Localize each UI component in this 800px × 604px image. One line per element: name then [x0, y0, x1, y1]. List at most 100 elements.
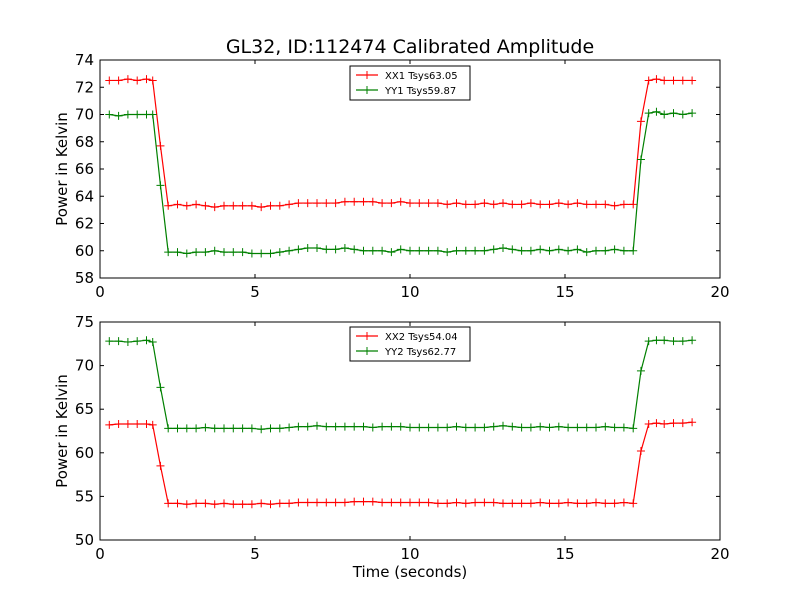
data-point [387, 422, 396, 431]
data-point [156, 181, 165, 190]
data-point [452, 498, 461, 507]
data-point [257, 425, 266, 434]
x-tick-label: 20 [710, 545, 729, 563]
data-point [629, 424, 638, 433]
data-point [182, 201, 191, 210]
data-point [266, 201, 275, 210]
data-point [396, 422, 405, 431]
data-point [164, 201, 173, 210]
data-point [508, 200, 517, 209]
data-point [564, 423, 573, 432]
data-point [378, 246, 387, 255]
data-point [201, 201, 210, 210]
data-point [229, 424, 238, 433]
data-point [678, 76, 687, 85]
data-point [536, 245, 545, 254]
data-point [359, 422, 368, 431]
data-point [564, 200, 573, 209]
data-point [294, 245, 303, 254]
y-tick-label: 58 [75, 269, 94, 287]
data-point [636, 155, 645, 164]
data-point [173, 499, 182, 508]
data-point [192, 200, 201, 209]
data-point [592, 200, 600, 209]
data-point [652, 75, 661, 84]
data-point [148, 110, 157, 119]
data-point [406, 246, 414, 255]
data-point [526, 423, 535, 432]
data-point [554, 422, 563, 431]
data-point [350, 197, 359, 206]
data-point [275, 499, 284, 508]
data-point [582, 499, 591, 508]
data-point [201, 423, 210, 432]
data-point [508, 422, 517, 431]
data-point [105, 76, 114, 85]
data-point [201, 499, 210, 508]
data-point [582, 200, 591, 209]
data-point [313, 421, 321, 430]
data-point [359, 197, 368, 206]
y-tick-label: 60 [75, 444, 94, 462]
data-point [573, 423, 582, 432]
data-point [123, 420, 132, 429]
data-point [452, 422, 461, 431]
data-point [526, 199, 535, 208]
data-point [678, 419, 687, 428]
legend-box [349, 326, 471, 362]
y-tick-label: 64 [75, 187, 94, 205]
y-tick-label: 65 [75, 400, 94, 418]
data-point [480, 199, 489, 208]
data-point [350, 245, 359, 254]
data-point [192, 248, 201, 257]
data-point [105, 420, 114, 429]
data-point [461, 200, 470, 209]
data-point [247, 500, 256, 509]
data-point [285, 499, 294, 508]
data-point [499, 199, 507, 208]
data-point [619, 200, 628, 209]
data-point [350, 422, 359, 431]
data-point [238, 248, 247, 257]
y-tick-label: 70 [75, 357, 94, 375]
data-point [257, 249, 266, 258]
data-point [545, 499, 554, 508]
data-point [406, 423, 414, 432]
data-point [545, 246, 554, 255]
data-point [387, 248, 396, 257]
data-point [688, 418, 697, 427]
data-point [257, 203, 266, 212]
data-point [564, 498, 573, 507]
data-point [340, 244, 349, 253]
data-point [489, 498, 498, 507]
data-point [148, 76, 157, 85]
data-point [480, 498, 489, 507]
data-point [415, 199, 424, 208]
data-point [461, 499, 470, 508]
data-point [443, 499, 452, 508]
data-point [629, 246, 638, 255]
data-point [619, 423, 628, 432]
data-point [573, 499, 582, 508]
data-point [340, 422, 349, 431]
x-tick-label: 0 [95, 545, 105, 563]
data-point [489, 245, 498, 254]
data-point [443, 200, 452, 209]
data-point [210, 424, 219, 433]
data-point [433, 246, 442, 255]
x-tick-label: 20 [710, 283, 729, 301]
data-point [452, 246, 461, 255]
data-point [285, 246, 294, 255]
data-point [313, 498, 321, 507]
data-point [526, 499, 535, 508]
data-point [660, 76, 669, 85]
data-point [340, 498, 349, 507]
y-tick-label: 74 [75, 51, 94, 69]
data-point [688, 109, 697, 118]
data-point [660, 420, 669, 429]
data-point [238, 424, 247, 433]
data-point [142, 336, 151, 345]
data-point [471, 423, 480, 432]
data-point [669, 76, 678, 85]
